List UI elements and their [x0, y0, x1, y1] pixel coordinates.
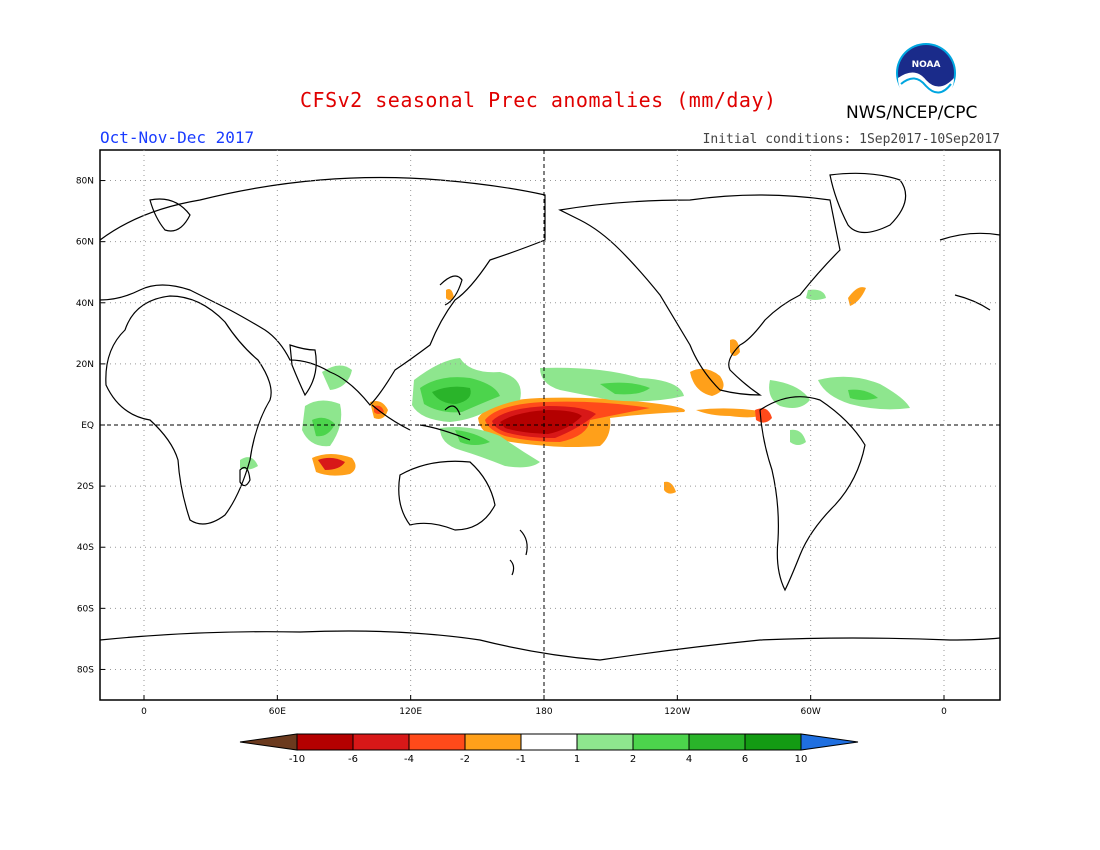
colorbar-swatch — [632, 733, 690, 751]
lat-label: 20N — [76, 360, 94, 370]
anomaly-ecpac-dry — [696, 408, 766, 418]
anomaly-indian-wet-inner — [312, 417, 335, 437]
gridlines — [100, 150, 1000, 700]
lat-label: 20S — [77, 482, 94, 492]
colorbar-label: -6 — [348, 754, 358, 765]
anomaly-cpac-wet — [540, 367, 684, 402]
initial-conditions-label: Initial conditions: 1Sep2017-10Sep2017 — [702, 132, 1000, 147]
colorbar-label: 10 — [795, 754, 808, 765]
lat-label: 40S — [77, 543, 94, 553]
coast-australia — [398, 460, 496, 531]
colorbar-label: 1 — [574, 754, 580, 765]
anomaly-amazon-wet — [790, 429, 806, 445]
colorbar-swatch — [296, 733, 354, 751]
lat-label: 60S — [77, 604, 94, 614]
chart-title: CFSv2 seasonal Prec anomalies (mm/day) — [300, 88, 777, 112]
anomaly-sumatra-dry — [370, 401, 388, 419]
coast-india — [289, 344, 317, 397]
colorbar-label: -1 — [516, 754, 526, 765]
anomaly-ng-wet-inner — [455, 430, 490, 445]
lat-label: 80N — [76, 177, 94, 187]
lon-label: 180 — [535, 707, 552, 717]
anomaly-atlantic-wet — [818, 376, 910, 410]
coast-nz — [509, 529, 528, 576]
anomaly-africa-wet — [240, 457, 258, 470]
lon-label: 60E — [269, 707, 286, 717]
coast-japan — [439, 275, 463, 306]
coast-europe-east — [939, 232, 1000, 311]
coast-north-america — [558, 194, 841, 396]
anomaly-sio-dry-inner — [318, 457, 345, 470]
lat-label: EQ — [81, 421, 94, 431]
anomaly-colombia-dry — [755, 408, 772, 423]
lat-label: 40N — [76, 299, 94, 309]
anomaly-japan-dry — [446, 289, 454, 300]
anomaly-indian-wet — [302, 400, 342, 447]
colorbar-label: 4 — [686, 754, 692, 765]
lon-label: 120E — [399, 707, 422, 717]
anomaly-pacific-dry-outer — [478, 397, 685, 447]
coastline-layer — [100, 172, 1000, 661]
anomaly-bay-bengal-wet — [322, 365, 352, 390]
season-label: Oct-Nov-Dec 2017 — [100, 128, 255, 147]
anomaly-cpac-wet-inner — [600, 382, 650, 395]
colorbar-swatch — [352, 733, 410, 751]
anomaly-samerica-wet — [769, 380, 810, 408]
colorbar-swatch — [520, 733, 578, 751]
colorbar-label: -4 — [404, 754, 414, 765]
coast-eurasia — [100, 176, 546, 406]
colorbar-swatch — [576, 733, 634, 751]
colorbar-label: 6 — [742, 754, 748, 765]
colorbar-swatch — [464, 733, 522, 751]
colorbar-swatch — [688, 733, 746, 751]
anomaly-pacific-dry-mid — [485, 401, 650, 442]
anomaly-south-pacific-dry — [664, 481, 676, 494]
anomaly-wpac-wet-outer — [412, 358, 521, 422]
lon-label: 120W — [664, 707, 690, 717]
colorbar-arrow-low — [239, 733, 298, 751]
noaa-logo: NOAA — [896, 43, 956, 104]
coast-africa — [105, 295, 272, 525]
anomaly-sumatra-dry-inner — [374, 405, 384, 414]
longitude-labels: 0 60E 120E 180 120W 60W 0 — [141, 695, 947, 717]
anomaly-wpac-wet-core — [432, 386, 471, 404]
anomaly-ng-wet — [440, 427, 540, 468]
coast-madagascar — [239, 467, 251, 487]
agency-label: NWS/NCEP/CPC — [846, 103, 978, 123]
coast-south-america — [759, 396, 866, 592]
coast-greenland — [829, 172, 907, 234]
lon-label: 60W — [800, 707, 820, 717]
lat-label: 60N — [76, 238, 94, 248]
anomaly-atlantic-wet-inner — [848, 389, 878, 400]
coast-indonesia — [371, 404, 471, 441]
colorbar-label: 2 — [630, 754, 636, 765]
logo-text: NOAA — [912, 60, 941, 70]
anomaly-atl-dry — [848, 287, 866, 306]
latitude-labels: 80N 60N 40N 20N EQ 20S 40S 60S 80S — [76, 177, 105, 675]
anomaly-nepac-wet — [806, 289, 826, 300]
lon-label: 0 — [141, 707, 147, 717]
colorbar-swatch — [744, 733, 802, 751]
coast-scandinavia — [149, 198, 191, 232]
coast-antarctica — [100, 630, 1000, 661]
anomaly-layer — [240, 287, 910, 494]
colorbar-arrow-high — [800, 733, 859, 751]
colorbar: -10 -6 -4 -2 -1 1 2 4 6 10 — [239, 733, 859, 765]
colorbar-label: -2 — [460, 754, 470, 765]
anomaly-pacific-dry-max — [500, 410, 582, 434]
anomaly-caribbean-dry — [730, 339, 740, 356]
lon-label: 0 — [941, 707, 947, 717]
colorbar-label: -10 — [289, 754, 305, 765]
anomaly-wpac-wet-inner — [420, 377, 500, 413]
lat-label: 80S — [77, 665, 94, 675]
plot-frame — [99, 149, 1001, 701]
anomaly-centam-dry — [690, 368, 724, 396]
colorbar-swatch — [408, 733, 466, 751]
anomaly-pacific-dry-core — [492, 406, 596, 438]
anomaly-sio-dry — [312, 454, 356, 476]
